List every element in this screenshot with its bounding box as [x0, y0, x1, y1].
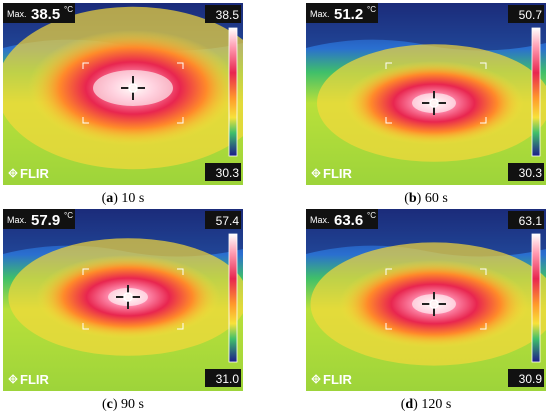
- max-value: 38.5: [31, 6, 60, 23]
- max-box: [3, 3, 75, 23]
- brand: FLIR: [20, 166, 49, 181]
- caption-prefix: (: [404, 191, 409, 206]
- hot-core: [412, 93, 456, 113]
- caption-letter: d: [405, 397, 414, 411]
- scale-bottom: 30.3: [519, 166, 543, 180]
- logo-icon: [8, 168, 18, 178]
- unit: °C: [367, 5, 376, 14]
- measure-box: [82, 62, 184, 124]
- caption-suffix: ) 60 s: [416, 191, 448, 206]
- measure-box: [385, 268, 487, 330]
- crosshair: [121, 76, 145, 100]
- max-box: [3, 209, 75, 229]
- max-label: Max.: [7, 9, 27, 19]
- hot-core: [93, 70, 173, 106]
- scale-top: 38.5: [216, 8, 240, 22]
- max-label: Max.: [7, 215, 27, 225]
- max-value: 57.9: [31, 212, 60, 229]
- scale-bottom-box: [508, 369, 544, 387]
- thermal-panel: Max. 51.2 °C 50.7 30.3 FLIR (b) 60 s: [306, 3, 550, 206]
- max-label: Max.: [310, 9, 330, 19]
- caption-prefix: (: [101, 397, 107, 411]
- crosshair: [422, 292, 446, 316]
- crosshair: [116, 285, 140, 309]
- scale-bottom-box: [508, 163, 544, 181]
- hot-core: [108, 288, 148, 306]
- caption-prefix: (: [101, 191, 107, 206]
- color-scale: [531, 233, 541, 363]
- brand: FLIR: [323, 166, 352, 181]
- caption-letter: b: [408, 191, 417, 206]
- max-value: 63.6: [334, 212, 363, 229]
- caption: (d) 120 s: [306, 397, 546, 411]
- color-scale: [228, 27, 238, 157]
- scale-top: 63.1: [519, 214, 543, 228]
- caption: (b) 60 s: [306, 191, 546, 207]
- logo-icon: [311, 168, 321, 178]
- measure-box: [385, 62, 487, 124]
- scale-bottom: 30.9: [519, 372, 543, 386]
- hot-core: [412, 294, 456, 314]
- thermal-panel: Max. 63.6 °C 63.1 30.9 FLIR (d) 120 s: [306, 209, 550, 411]
- brand: FLIR: [323, 372, 352, 387]
- thermal-image: Max. 57.9 °C 57.4 31.0 FLIR: [3, 209, 248, 391]
- max-label: Max.: [310, 215, 330, 225]
- logo-icon: [8, 374, 18, 384]
- thermal-image: Max. 38.5 °C 38.5 30.3 FLIR: [0, 3, 270, 185]
- color-scale: [531, 27, 541, 157]
- caption-letter: c: [106, 397, 113, 411]
- scale-top-box: [508, 211, 544, 229]
- scale-top-box: [205, 5, 241, 23]
- scale-top: 57.4: [216, 214, 240, 228]
- brand: FLIR: [20, 372, 49, 387]
- thermal-image: Max. 51.2 °C 50.7 30.3 FLIR: [306, 3, 550, 185]
- caption-prefix: (: [400, 397, 406, 411]
- measure-box: [82, 268, 184, 330]
- color-scale: [228, 233, 238, 363]
- crosshair: [422, 91, 446, 115]
- scale-bottom-box: [205, 163, 241, 181]
- caption-suffix: ) 90 s: [112, 397, 144, 411]
- thermal-panel: Max. 57.9 °C 57.4 31.0 FLIR (c) 90 s: [3, 209, 248, 411]
- max-value: 51.2: [334, 6, 363, 23]
- caption: (c) 90 s: [3, 397, 243, 411]
- caption-suffix: ) 120 s: [413, 397, 452, 411]
- scale-bottom-box: [205, 369, 241, 387]
- max-box: [306, 3, 378, 23]
- thermal-panel: Max. 38.5 °C 38.5 30.3 FLIR (a) 10 s: [0, 3, 270, 206]
- scale-top-box: [508, 5, 544, 23]
- unit: °C: [367, 211, 376, 220]
- scale-top: 50.7: [519, 8, 543, 22]
- caption-suffix: ) 10 s: [113, 191, 145, 206]
- unit: °C: [64, 211, 73, 220]
- logo-icon: [311, 374, 321, 384]
- unit: °C: [64, 5, 73, 14]
- caption: (a) 10 s: [3, 191, 243, 207]
- max-box: [306, 209, 378, 229]
- scale-bottom: 30.3: [216, 166, 240, 180]
- thermal-image: Max. 63.6 °C 63.1 30.9 FLIR: [306, 209, 550, 391]
- caption-letter: a: [106, 191, 114, 206]
- scale-bottom: 31.0: [216, 372, 240, 386]
- scale-top-box: [205, 211, 241, 229]
